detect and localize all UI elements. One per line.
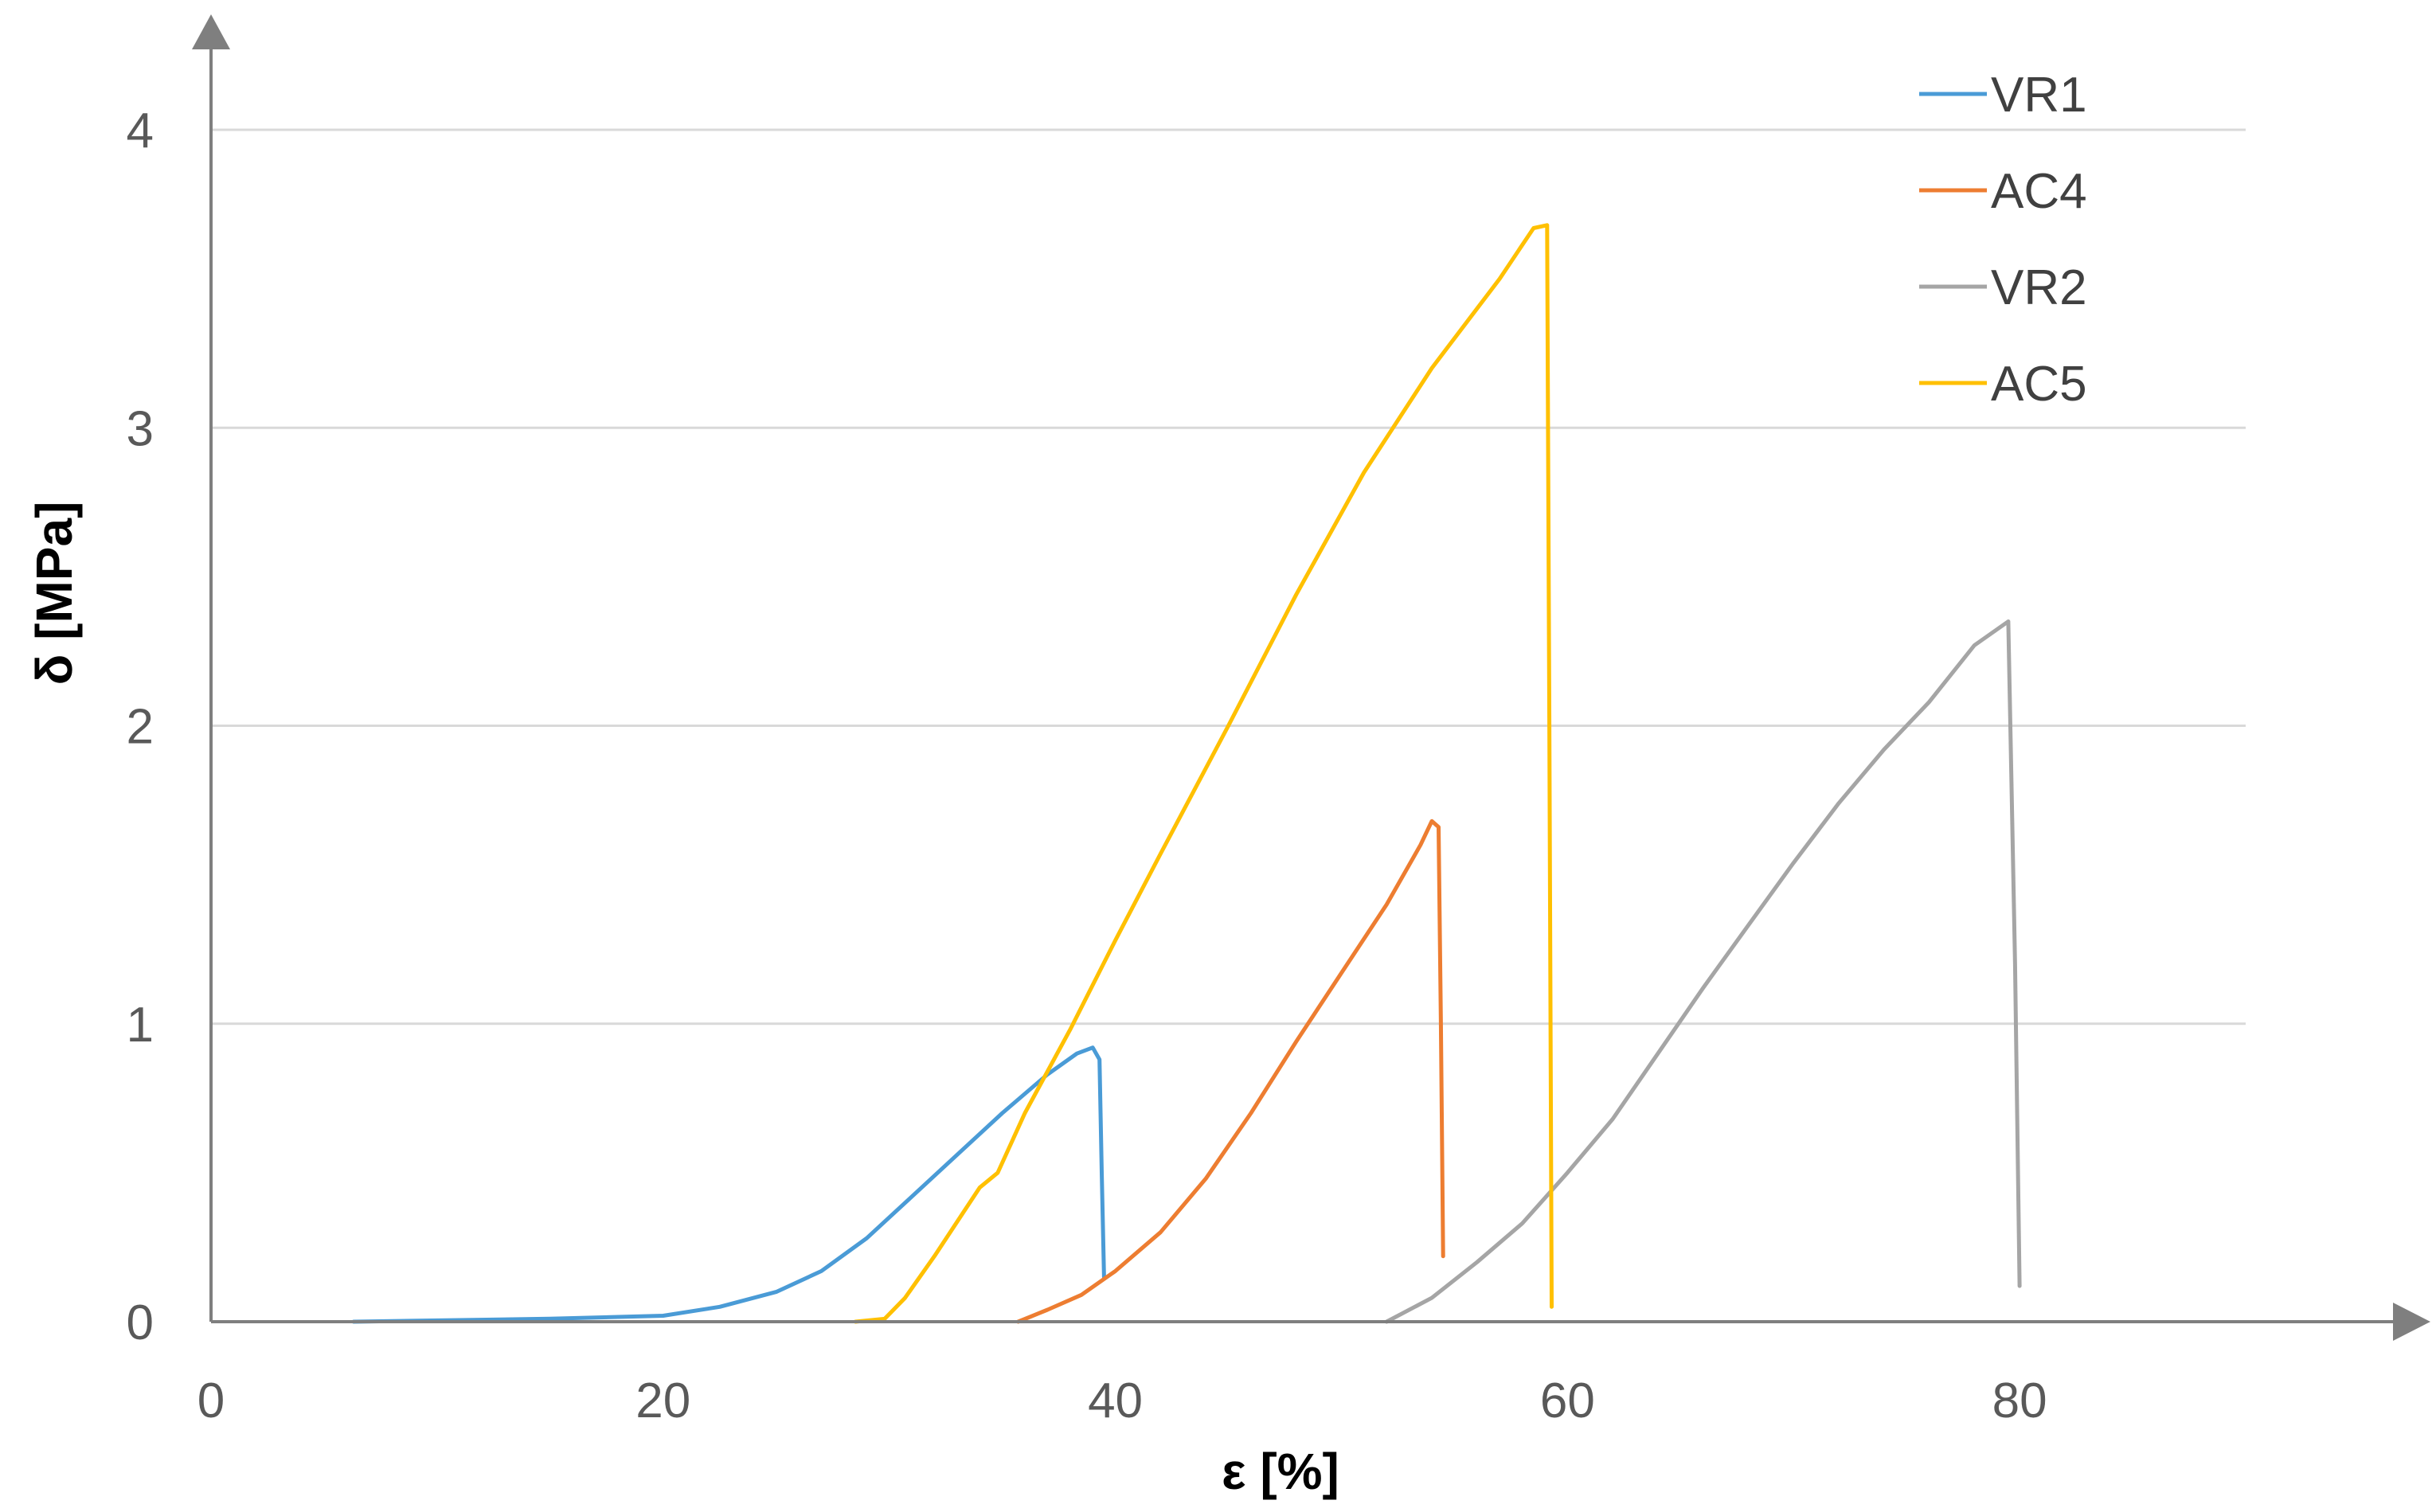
x-tick-label: 60	[1540, 1373, 1595, 1428]
series-lines	[351, 223, 2022, 1324]
x-tick-label: 20	[635, 1373, 690, 1428]
x-tick-label: 80	[1992, 1373, 2047, 1428]
gridlines	[211, 128, 2246, 1026]
legend-label-ac5: AC5	[1991, 357, 2087, 412]
y-tick-label: 0	[127, 1295, 154, 1350]
y-tick-label: 3	[127, 401, 154, 456]
legend: VR1 AC4 VR2 AC5	[1919, 68, 2087, 412]
y-axis-arrowhead	[192, 14, 230, 49]
y-tick-label: 1	[127, 998, 154, 1053]
legend-label-ac4: AC4	[1991, 164, 2087, 219]
series-line-ac5	[853, 223, 1554, 1324]
x-tick-label: 40	[1088, 1373, 1143, 1428]
x-axis-title: ε [%]	[1222, 1443, 1339, 1500]
y-tick-label: 4	[127, 104, 154, 158]
axes	[192, 14, 2430, 1341]
series-line-ac4	[1016, 819, 1445, 1324]
series-line-vr1	[351, 1045, 1106, 1324]
y-tick-label: 2	[127, 700, 154, 755]
x-tick-label: 0	[197, 1373, 225, 1428]
y-axis-title: δ [MPa]	[25, 502, 83, 686]
legend-label-vr1: VR1	[1991, 68, 2087, 123]
series-line-vr2	[1384, 619, 2022, 1324]
x-axis-arrowhead	[2393, 1303, 2430, 1341]
legend-label-vr2: VR2	[1991, 260, 2087, 315]
tick-labels: 0 20 40 60 80 0 1 2 3 4	[127, 104, 2047, 1428]
